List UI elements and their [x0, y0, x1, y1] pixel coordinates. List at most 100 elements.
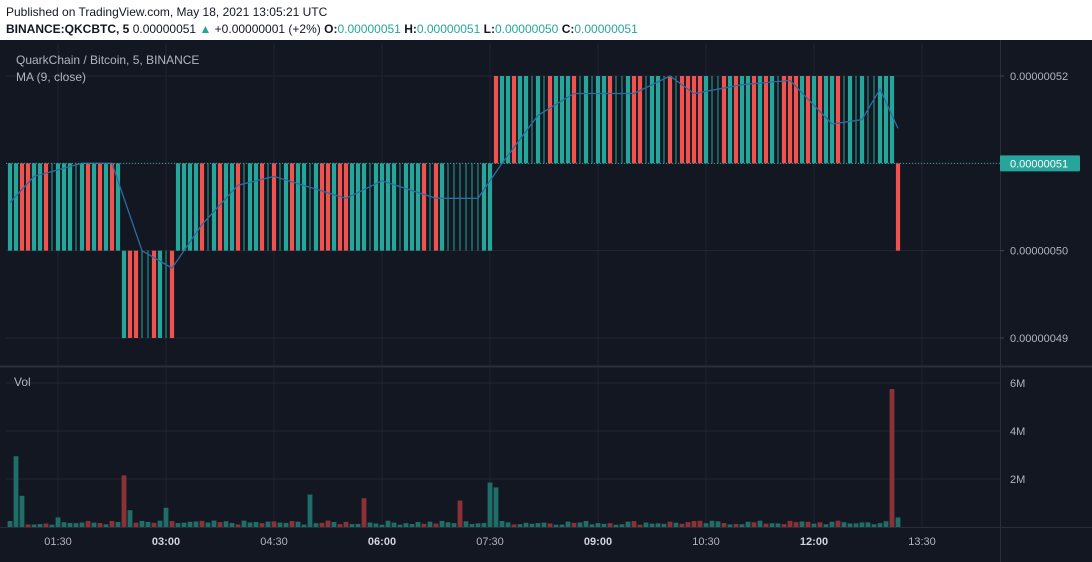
open-label: O: — [324, 22, 338, 36]
volume-bar — [247, 522, 253, 527]
volume-bar — [31, 524, 37, 527]
candle-body — [193, 163, 199, 251]
last-price-tag-label: 0.00000051 — [1010, 158, 1068, 170]
volume-bar — [175, 523, 181, 527]
last-price-tag: 0.00000051 — [1000, 155, 1080, 172]
volume-bar — [637, 524, 643, 527]
candle-body — [601, 76, 607, 164]
candle-body — [169, 250, 175, 338]
candle-body — [37, 163, 43, 251]
ma-legend: MA (9, close) — [16, 70, 87, 84]
candle-body — [667, 76, 673, 164]
axes: 0.00000052 0.00000051 0.00000050 0.00000049… — [6, 71, 1080, 548]
volume-bar — [457, 500, 463, 527]
volume-bar — [859, 522, 865, 527]
time-tick-label: 13:30 — [908, 536, 936, 548]
candle-body — [595, 76, 601, 164]
volume-bar — [373, 523, 379, 527]
volume-bar — [847, 523, 853, 527]
volume-bar — [547, 523, 553, 527]
candle-body — [607, 76, 613, 164]
volume-bar — [283, 522, 289, 527]
volume-bar — [619, 524, 625, 527]
candle-body — [829, 76, 835, 164]
volume-bar — [853, 523, 859, 527]
volume-bar — [19, 495, 25, 527]
volume-bar — [277, 522, 283, 527]
volume-bar — [115, 521, 121, 527]
volume-bar — [895, 517, 901, 527]
volume-bar — [181, 522, 187, 527]
price-tick-label: 0.00000052 — [1010, 71, 1068, 83]
candle-body — [229, 163, 235, 251]
volume-bar — [823, 524, 829, 527]
volume-bar — [145, 521, 151, 527]
volume-bar — [13, 456, 19, 527]
volume-bar — [169, 521, 175, 527]
volume-bars — [7, 389, 901, 527]
candle-body — [283, 163, 289, 251]
volume-tick-label: 6M — [1010, 378, 1025, 390]
price-chart[interactable]: 0.00000052 0.00000051 0.00000050 0.00000049… — [0, 40, 1092, 562]
symbol-label: BINANCE:QKCBTC, 5 — [6, 22, 130, 36]
volume-bar — [577, 522, 583, 527]
candle-body — [259, 163, 265, 251]
candle-body — [325, 163, 331, 251]
volume-bar — [97, 523, 103, 527]
candle-body — [355, 163, 361, 251]
candle-body — [19, 163, 25, 251]
volume-bar — [829, 521, 835, 527]
volume-bar — [889, 389, 895, 527]
candle-body — [745, 76, 751, 164]
volume-bar — [499, 520, 505, 527]
candle-body — [127, 250, 133, 338]
candle-body — [571, 76, 577, 164]
volume-tick-label: 4M — [1010, 426, 1025, 438]
volume-bar — [775, 523, 781, 527]
volume-bar — [835, 520, 841, 527]
candle-body — [181, 163, 187, 251]
candle-body — [403, 163, 409, 251]
candle-body — [439, 163, 445, 251]
volume-bar — [127, 510, 133, 527]
candle-body — [625, 76, 631, 164]
candle-body — [721, 76, 727, 164]
candle-body — [289, 163, 295, 251]
volume-bar — [205, 522, 211, 527]
volume-legend: Vol — [14, 375, 31, 389]
volume-bar — [631, 521, 637, 527]
candle-body — [13, 163, 19, 251]
volume-bar — [865, 522, 871, 527]
candle-body — [631, 76, 637, 164]
volume-bar — [43, 523, 49, 527]
volume-bar — [223, 521, 229, 527]
candle-body — [133, 250, 139, 338]
candle-body — [97, 163, 103, 251]
volume-bar — [67, 522, 73, 527]
volume-bar — [709, 520, 715, 527]
volume-bar — [409, 524, 415, 527]
candle-body — [331, 163, 337, 251]
candle-body — [313, 163, 319, 251]
volume-bar — [49, 524, 55, 527]
volume-bar — [751, 522, 757, 527]
candle-body — [361, 163, 367, 251]
volume-bar — [589, 524, 595, 527]
candle-body — [67, 163, 73, 251]
grid — [0, 40, 1092, 562]
volume-bar — [685, 522, 691, 527]
volume-bar — [649, 523, 655, 527]
candle-body — [553, 76, 559, 164]
candle-body — [487, 163, 493, 251]
candle-body — [787, 76, 793, 164]
volume-bar — [253, 522, 259, 527]
candle-body — [817, 76, 823, 164]
candle-body — [697, 76, 703, 164]
volume-bar — [523, 522, 529, 527]
volume-bar — [451, 523, 457, 527]
candle-body — [649, 76, 655, 164]
volume-bar — [733, 523, 739, 527]
volume-bar — [475, 523, 481, 527]
volume-tick-label: 2M — [1010, 474, 1025, 486]
volume-bar — [487, 482, 493, 527]
